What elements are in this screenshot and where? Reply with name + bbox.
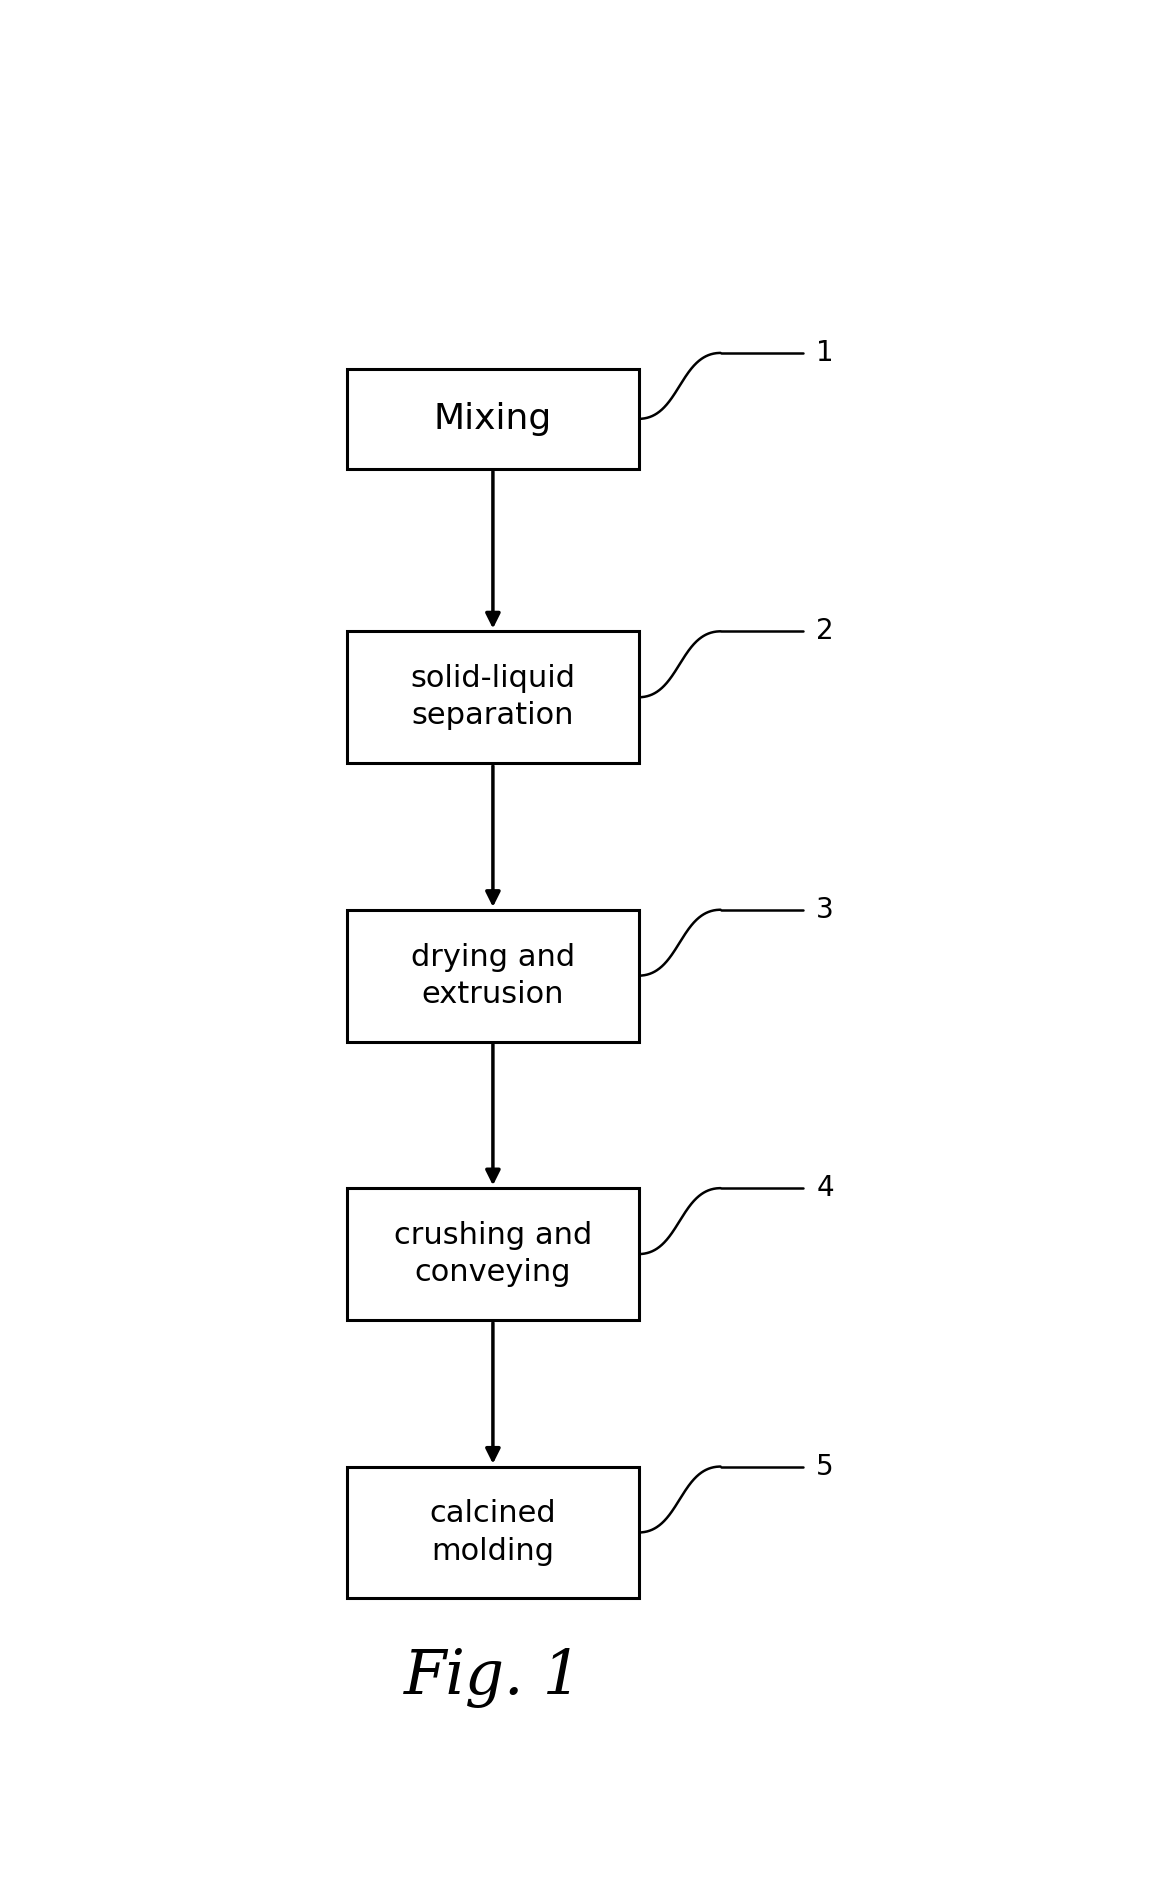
Text: Fig. 1: Fig. 1 [403,1648,583,1709]
Text: 3: 3 [817,896,834,923]
Text: drying and
extrusion: drying and extrusion [411,942,575,1009]
Text: crushing and
conveying: crushing and conveying [394,1222,592,1286]
Text: 2: 2 [817,617,834,645]
Bar [348,632,639,763]
Text: 4: 4 [817,1174,834,1203]
Bar [348,1467,639,1599]
Text: solid-liquid
separation: solid-liquid separation [410,664,576,731]
Bar [348,369,639,468]
Bar [348,1187,639,1321]
Text: 1: 1 [817,339,834,367]
Text: calcined
molding: calcined molding [430,1500,556,1566]
Bar [348,910,639,1041]
Text: Mixing: Mixing [434,402,552,436]
Text: 5: 5 [817,1452,834,1481]
